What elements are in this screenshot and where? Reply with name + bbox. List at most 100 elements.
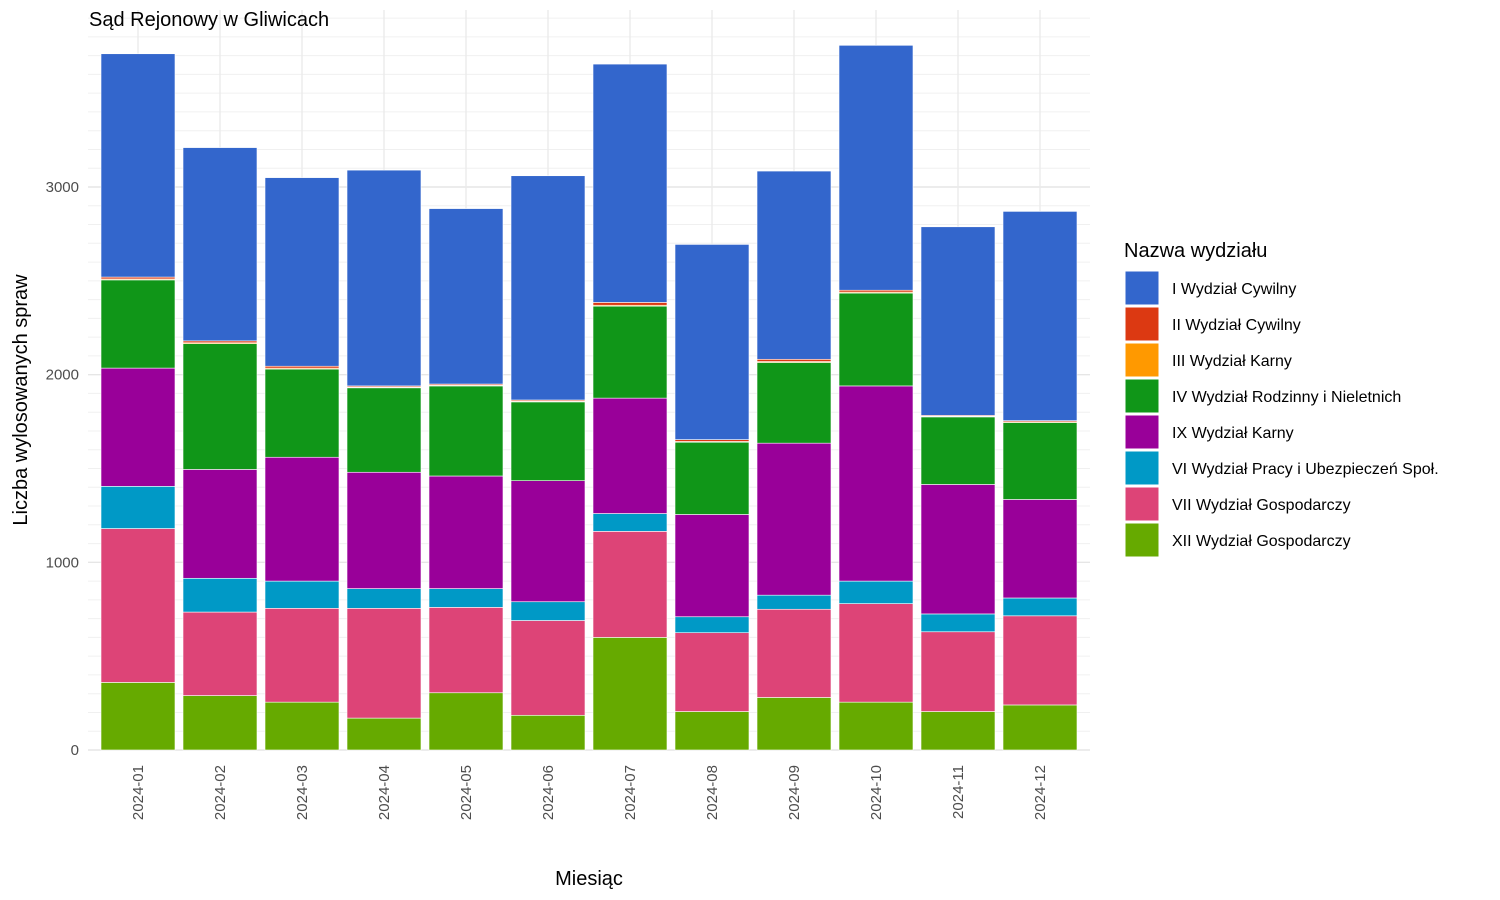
- bar-segment: [674, 632, 750, 712]
- y-tick-label: 3000: [46, 179, 79, 196]
- x-tick-label: 2024-02: [212, 765, 229, 820]
- bar-segment: [920, 613, 996, 633]
- x-tick-label: 2024-09: [786, 765, 803, 820]
- bar-segment: [510, 175, 586, 401]
- bar-segment: [264, 368, 340, 458]
- x-tick-label: 2024-01: [130, 765, 147, 820]
- legend-key: [1124, 414, 1160, 450]
- x-tick-label: 2024-11: [950, 765, 967, 819]
- bar-segment: [264, 456, 340, 582]
- bar-segment: [100, 279, 176, 369]
- bar-segment: [838, 701, 914, 751]
- bar-segment: [674, 616, 750, 634]
- bar-segment: [920, 631, 996, 712]
- bar-segment: [182, 469, 258, 579]
- bar-segment: [1002, 499, 1078, 599]
- legend-label: III Wydział Karny: [1172, 353, 1292, 370]
- bar-segment: [1002, 597, 1078, 617]
- bar-segment: [510, 480, 586, 603]
- legend-label: I Wydział Cywilny: [1172, 281, 1296, 298]
- bar-segment: [346, 471, 422, 589]
- bar-segment: [264, 580, 340, 609]
- bar-segment: [592, 513, 668, 532]
- bar-segment: [428, 588, 504, 608]
- bar-segment: [346, 717, 422, 751]
- bar-segment: [100, 486, 176, 529]
- bar-segment: [346, 169, 422, 387]
- bar-segment: [428, 208, 504, 385]
- legend-label: VII Wydział Gospodarczy: [1172, 497, 1351, 514]
- bar-segment: [1002, 211, 1078, 421]
- bar-segment: [510, 714, 586, 751]
- legend-key: [1124, 522, 1160, 558]
- bar-segment: [264, 701, 340, 751]
- y-tick-label: 0: [71, 742, 79, 759]
- bar-segment: [920, 226, 996, 416]
- bar-segment: [100, 528, 176, 683]
- bar-segment: [346, 588, 422, 609]
- bar-segment: [100, 367, 176, 487]
- bar-segment: [838, 580, 914, 604]
- legend-key: [1124, 342, 1160, 378]
- bar-segment: [1002, 615, 1078, 706]
- bar-segment: [510, 620, 586, 716]
- bar-segment: [920, 416, 996, 485]
- bar-segment: [1002, 704, 1078, 751]
- bar-segment: [838, 385, 914, 582]
- bar-segment: [674, 244, 750, 440]
- bar-segment: [428, 475, 504, 589]
- bar-segment: [920, 711, 996, 751]
- bar-segment: [674, 514, 750, 618]
- y-tick-label: 1000: [46, 554, 79, 571]
- bar-segment: [264, 608, 340, 703]
- legend-key: [1124, 378, 1160, 414]
- legend-title: Nazwa wydziału: [1124, 240, 1267, 262]
- y-axis-ticks: 0 1000 2000 3000: [46, 179, 79, 759]
- bar-segment: [756, 170, 832, 360]
- bar-segment: [592, 397, 668, 514]
- bar-segment: [920, 484, 996, 615]
- x-tick-label: 2024-07: [622, 765, 639, 820]
- x-tick-label: 2024-08: [704, 765, 721, 820]
- bar-segment: [182, 343, 258, 470]
- bar-segment: [756, 697, 832, 751]
- bar-segment: [756, 442, 832, 596]
- x-tick-label: 2024-12: [1032, 765, 1049, 820]
- bar-segment: [592, 305, 668, 399]
- bar-segment: [592, 302, 668, 306]
- bar-segment: [592, 531, 668, 638]
- legend-label: XII Wydział Gospodarczy: [1172, 533, 1351, 550]
- bar-segment: [182, 611, 258, 696]
- bar-segment: [674, 441, 750, 515]
- legend-label: VI Wydział Pracy i Ubezpieczeń Społ.: [1172, 461, 1439, 478]
- legend-key: [1124, 450, 1160, 486]
- x-tick-label: 2024-05: [458, 765, 475, 820]
- legend-label: IX Wydział Karny: [1172, 425, 1294, 442]
- y-axis-title: Liczba wylosowanych spraw: [10, 274, 32, 526]
- x-tick-label: 2024-03: [294, 765, 311, 820]
- bar-segment: [510, 601, 586, 621]
- bar-segment: [1002, 422, 1078, 500]
- bar-segment: [756, 358, 832, 362]
- bars: [100, 45, 1078, 751]
- bar-segment: [756, 608, 832, 698]
- x-axis-title: Miesiąc: [555, 868, 623, 890]
- legend: Nazwa wydziału I Wydział Cywilny II Wydzi…: [1124, 240, 1439, 558]
- y-tick-label: 2000: [46, 367, 79, 384]
- bar-segment: [182, 577, 258, 613]
- bar-segment: [264, 177, 340, 367]
- legend-key: [1124, 306, 1160, 342]
- bar-segment: [428, 607, 504, 694]
- bar-segment: [838, 292, 914, 387]
- bar-segment: [182, 695, 258, 751]
- bar-segment: [838, 45, 914, 291]
- bar-segment: [756, 594, 832, 610]
- bar-segment: [592, 637, 668, 751]
- legend-key: [1124, 486, 1160, 522]
- bar-segment: [346, 387, 422, 473]
- x-tick-label: 2024-10: [868, 765, 885, 820]
- x-tick-label: 2024-04: [376, 765, 393, 820]
- legend-label: IV Wydział Rodzinny i Nieletnich: [1172, 389, 1401, 406]
- x-tick-label: 2024-06: [540, 765, 557, 820]
